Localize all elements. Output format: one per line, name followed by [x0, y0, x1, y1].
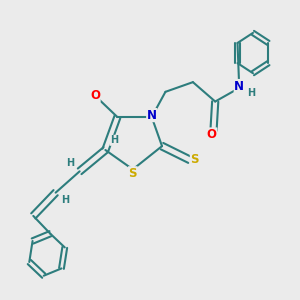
- Text: H: H: [66, 158, 74, 168]
- Text: N: N: [147, 109, 157, 122]
- Text: H: H: [247, 88, 255, 98]
- Text: S: S: [190, 153, 199, 166]
- Text: O: O: [90, 89, 100, 102]
- Text: H: H: [61, 195, 69, 205]
- Text: H: H: [110, 135, 118, 145]
- Text: N: N: [234, 80, 244, 92]
- Text: O: O: [207, 128, 217, 141]
- Text: S: S: [129, 167, 137, 180]
